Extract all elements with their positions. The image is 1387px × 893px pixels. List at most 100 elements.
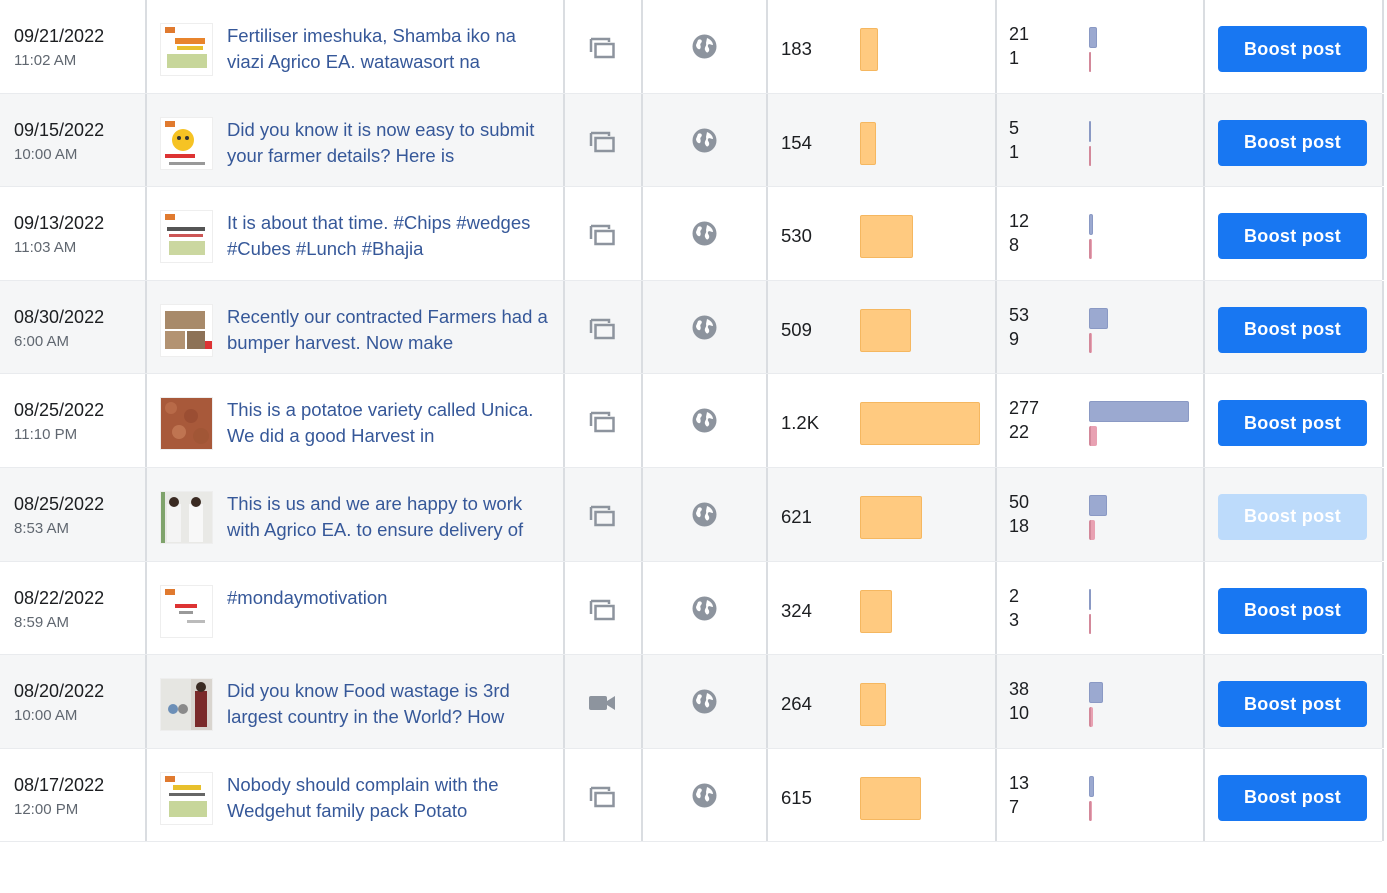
column-divider bbox=[766, 655, 768, 748]
boost-post-button[interactable]: Boost post bbox=[1218, 26, 1367, 72]
post-thumbnail[interactable] bbox=[160, 210, 213, 264]
column-divider bbox=[641, 655, 643, 748]
post-thumbnail[interactable] bbox=[160, 116, 213, 170]
post-thumbnail[interactable] bbox=[160, 397, 213, 451]
post-date: 08/25/2022 bbox=[14, 493, 105, 514]
video-camera-icon bbox=[588, 691, 616, 715]
post-text-link[interactable]: This is us and we are happy to work with… bbox=[227, 492, 524, 540]
column-divider bbox=[563, 280, 565, 374]
engagement-bar bbox=[1089, 588, 1091, 610]
post-text-link[interactable]: #mondaymotivation bbox=[227, 586, 388, 608]
column-divider bbox=[641, 93, 643, 187]
column-divider bbox=[641, 467, 643, 561]
reactions-bar bbox=[1089, 707, 1093, 728]
reach-value: 509 bbox=[781, 318, 812, 340]
globe-icon bbox=[692, 315, 717, 340]
column-divider bbox=[995, 561, 997, 655]
post-text-link[interactable]: Nobody should complain with the Wedgehut… bbox=[227, 773, 499, 821]
column-divider bbox=[766, 280, 768, 374]
boost-post-button[interactable]: Boost post bbox=[1218, 306, 1367, 353]
column-divider bbox=[641, 280, 643, 374]
column-divider bbox=[995, 280, 997, 374]
post-time: 8:53 AM bbox=[14, 519, 70, 537]
column-divider bbox=[563, 467, 565, 561]
post-time: 11:02 AM bbox=[14, 52, 77, 69]
post-text-link[interactable]: Did you know it is now easy to submit yo… bbox=[227, 118, 535, 166]
reactions-bar bbox=[1089, 800, 1092, 821]
globe-icon bbox=[692, 34, 717, 59]
column-divider bbox=[766, 93, 768, 187]
post-time: 11:03 AM bbox=[14, 239, 77, 257]
album-icon bbox=[588, 223, 616, 247]
boost-post-button[interactable]: Boost post bbox=[1218, 400, 1367, 447]
post-text-link[interactable]: Recently our contracted Farmers had a bu… bbox=[227, 305, 548, 353]
reactions-value: 9 bbox=[1009, 328, 1020, 349]
reach-value: 324 bbox=[781, 599, 812, 621]
reach-value: 1.2K bbox=[781, 412, 820, 434]
album-icon bbox=[588, 504, 616, 528]
column-divider bbox=[1203, 0, 1205, 93]
globe-icon bbox=[692, 783, 717, 808]
reactions-bar bbox=[1089, 426, 1097, 447]
boost-post-button[interactable]: Boost post bbox=[1218, 681, 1367, 728]
boost-post-button[interactable]: Boost post bbox=[1218, 119, 1367, 166]
post-thumbnail[interactable] bbox=[160, 490, 213, 544]
boost-post-button[interactable]: Boost post bbox=[1218, 587, 1367, 634]
column-divider bbox=[563, 93, 565, 187]
column-divider bbox=[1203, 374, 1205, 467]
reach-bar bbox=[860, 402, 980, 446]
column-divider bbox=[1203, 187, 1205, 280]
engagement-value: 38 bbox=[1009, 679, 1030, 700]
column-divider bbox=[766, 374, 768, 467]
engagement-bar bbox=[1089, 494, 1107, 516]
reach-bar bbox=[860, 589, 892, 633]
boost-post-button[interactable]: Boost post bbox=[1218, 774, 1367, 821]
post-text-link[interactable]: Did you know Food wastage is 3rd largest… bbox=[227, 680, 510, 728]
column-divider bbox=[145, 374, 147, 467]
album-icon bbox=[588, 785, 616, 809]
album-icon bbox=[588, 130, 616, 154]
post-thumbnail[interactable] bbox=[160, 303, 213, 357]
engagement-value: 13 bbox=[1009, 772, 1030, 793]
table-row: 08/20/2022 10:00 AM Did you know Food wast… bbox=[0, 655, 1384, 749]
reactions-bar bbox=[1089, 613, 1091, 634]
post-time: 8:59 AM bbox=[14, 613, 70, 631]
post-thumbnail[interactable] bbox=[160, 678, 213, 732]
post-text-link[interactable]: Fertiliser imeshuka, Shamba iko na viazi… bbox=[227, 25, 516, 72]
column-divider bbox=[641, 187, 643, 280]
reach-bar bbox=[860, 683, 886, 727]
reactions-value: 1 bbox=[1009, 141, 1020, 162]
column-divider bbox=[766, 467, 768, 561]
column-divider bbox=[1382, 748, 1384, 842]
post-time: 10:00 AM bbox=[14, 145, 78, 163]
post-date: 09/13/2022 bbox=[14, 213, 105, 234]
column-divider bbox=[563, 655, 565, 748]
engagement-value: 50 bbox=[1009, 491, 1030, 512]
post-thumbnail[interactable] bbox=[160, 23, 213, 76]
post-text-link[interactable]: This is a potatoe variety called Unica. … bbox=[227, 399, 534, 447]
album-icon bbox=[588, 317, 616, 341]
column-divider bbox=[1382, 561, 1384, 655]
post-date: 08/22/2022 bbox=[14, 587, 105, 608]
column-divider bbox=[1203, 467, 1205, 561]
boost-post-button[interactable]: Boost post bbox=[1218, 213, 1367, 260]
table-row: 08/17/2022 12:00 PM Nobody should complain… bbox=[0, 748, 1384, 843]
post-text-link[interactable]: It is about that time. #Chips #wedges #C… bbox=[227, 212, 531, 260]
column-divider bbox=[1382, 655, 1384, 748]
reach-bar bbox=[860, 215, 913, 259]
column-divider bbox=[145, 748, 147, 842]
table-row: 09/13/2022 11:03 AM It is about that time.… bbox=[0, 187, 1384, 281]
engagement-bar bbox=[1089, 682, 1103, 704]
column-divider bbox=[1382, 467, 1384, 561]
column-divider bbox=[1382, 187, 1384, 280]
post-thumbnail[interactable] bbox=[160, 584, 213, 638]
reach-value: 530 bbox=[781, 225, 812, 247]
post-thumbnail[interactable] bbox=[160, 771, 213, 825]
reach-bar bbox=[860, 121, 876, 165]
column-divider bbox=[1382, 0, 1384, 93]
column-divider bbox=[1203, 655, 1205, 748]
reactions-bar bbox=[1089, 52, 1091, 72]
column-divider bbox=[995, 374, 997, 467]
column-divider bbox=[563, 374, 565, 467]
column-divider bbox=[1203, 280, 1205, 374]
